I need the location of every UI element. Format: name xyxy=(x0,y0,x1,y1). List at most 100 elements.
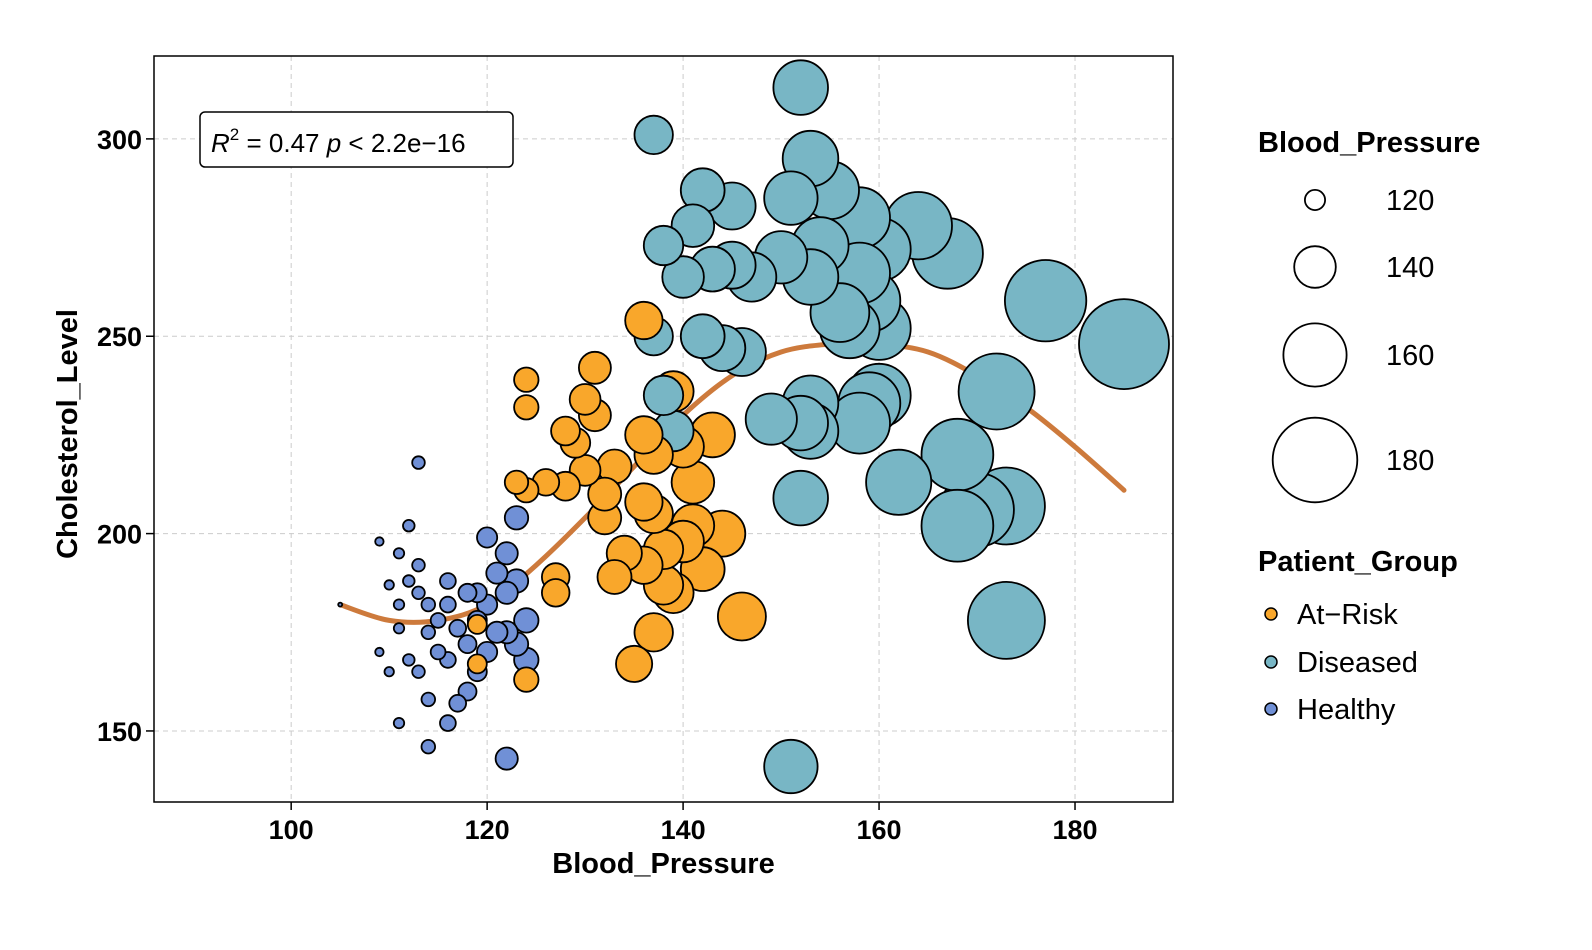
data-point xyxy=(383,666,395,678)
data-point xyxy=(466,614,488,635)
stats-annotation: R2 = 0.47 p < 2.2e−16 xyxy=(199,111,514,168)
data-point xyxy=(513,366,540,393)
y-tick-label: 250 xyxy=(97,322,142,352)
data-point xyxy=(920,488,995,563)
data-point xyxy=(383,579,395,591)
data-point xyxy=(411,455,426,470)
size-legend-label: 160 xyxy=(1386,340,1434,372)
color-legend-label: At−Risk xyxy=(1297,599,1398,631)
data-point xyxy=(402,519,416,533)
stats-annotation-text: R2 = 0.47 p < 2.2e−16 xyxy=(211,125,466,158)
x-tick-label: 120 xyxy=(465,815,510,845)
data-point xyxy=(411,664,426,679)
y-axis-title: Cholesterol_Level xyxy=(52,309,84,559)
data-point xyxy=(420,739,437,755)
data-point xyxy=(402,653,416,667)
data-point xyxy=(679,313,726,360)
data-point xyxy=(494,541,519,566)
data-point xyxy=(772,469,829,527)
color-legend-label: Healthy xyxy=(1297,694,1396,726)
data-point xyxy=(374,646,385,658)
color-legend-key xyxy=(1264,607,1278,621)
data-point xyxy=(420,691,437,708)
data-point xyxy=(494,746,519,771)
data-point xyxy=(550,415,581,447)
data-point xyxy=(642,224,685,267)
data-point xyxy=(920,417,995,492)
x-axis-title: Blood_Pressure xyxy=(552,848,774,880)
color-legend: Patient_Group At−Risk Diseased Healthy xyxy=(1258,546,1458,726)
axes: 100 120 140 160 180 150 200 250 300 xyxy=(97,125,1098,845)
data-point xyxy=(763,170,819,226)
data-point xyxy=(670,203,716,248)
data-point xyxy=(661,255,705,299)
data-point xyxy=(392,598,406,611)
data-point xyxy=(624,415,664,455)
data-point xyxy=(1003,259,1088,343)
x-tick-label: 180 xyxy=(1052,815,1097,845)
color-legend-title: Patient_Group xyxy=(1258,546,1458,578)
data-point xyxy=(429,643,447,661)
data-point xyxy=(503,505,530,531)
data-point xyxy=(476,526,499,549)
size-legend-title: Blood_Pressure xyxy=(1258,127,1480,159)
data-point xyxy=(420,596,437,613)
data-points xyxy=(337,59,1170,795)
data-point xyxy=(513,666,540,693)
data-point xyxy=(411,585,426,601)
data-point xyxy=(865,448,933,516)
size-legend-key xyxy=(1293,245,1337,289)
data-point xyxy=(596,559,633,595)
plot-frame xyxy=(153,55,1174,803)
y-tick-label: 200 xyxy=(97,520,142,550)
data-point xyxy=(633,612,674,653)
data-point xyxy=(466,653,488,675)
data-point xyxy=(578,350,612,385)
data-point xyxy=(587,476,623,512)
data-point xyxy=(957,352,1036,431)
data-point xyxy=(457,582,478,603)
r-squared-value: = 0.47 xyxy=(239,128,326,158)
r-squared-symbol: R xyxy=(211,128,230,158)
data-point xyxy=(624,300,664,341)
data-point xyxy=(374,536,385,547)
size-legend: Blood_Pressure 120 140 160 180 xyxy=(1258,127,1480,504)
data-point xyxy=(494,580,519,605)
data-point xyxy=(337,601,344,608)
data-point xyxy=(485,561,509,585)
size-legend-key xyxy=(1304,188,1327,211)
stats-annotation-box xyxy=(199,111,514,168)
color-legend-key xyxy=(1264,702,1278,716)
data-point xyxy=(615,644,654,683)
data-point xyxy=(744,392,798,446)
data-point xyxy=(392,716,406,730)
data-point xyxy=(772,59,829,116)
data-point xyxy=(457,634,478,654)
data-point xyxy=(392,547,406,560)
data-point xyxy=(402,574,416,588)
data-point xyxy=(541,578,571,608)
x-tick-label: 160 xyxy=(857,815,902,845)
data-point xyxy=(411,558,426,573)
data-point xyxy=(439,714,457,732)
data-point xyxy=(448,618,468,638)
data-point xyxy=(448,693,468,713)
size-legend-label: 140 xyxy=(1386,252,1434,284)
data-point xyxy=(420,624,437,641)
p-value: < 2.2e−16 xyxy=(341,128,465,158)
size-legend-key xyxy=(1271,416,1359,504)
data-point xyxy=(1078,298,1170,391)
data-point xyxy=(513,394,540,421)
size-legend-label: 120 xyxy=(1386,185,1434,217)
size-legend-key xyxy=(1282,322,1348,388)
x-tick-label: 100 xyxy=(269,815,314,845)
y-tick-label: 300 xyxy=(97,125,142,155)
data-point xyxy=(429,612,447,629)
y-tick-label: 150 xyxy=(97,717,142,747)
data-point xyxy=(624,482,664,522)
data-point xyxy=(485,620,509,644)
data-point xyxy=(503,469,530,495)
data-point xyxy=(642,374,685,416)
data-point xyxy=(439,572,457,590)
